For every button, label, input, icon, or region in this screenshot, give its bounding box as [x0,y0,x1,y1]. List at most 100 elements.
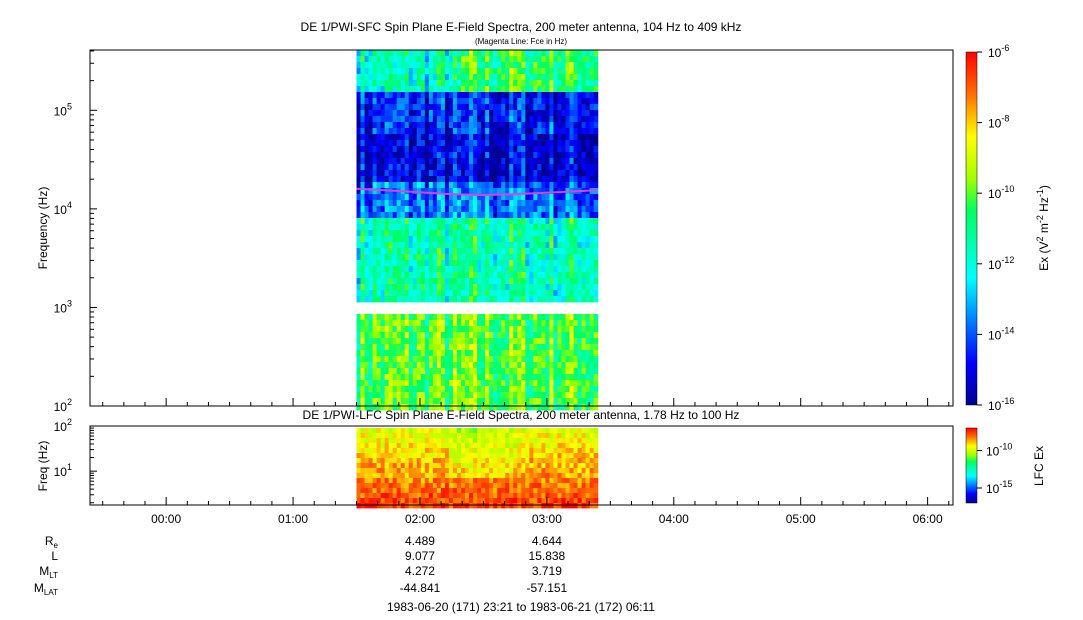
sfc-cell [529,272,534,279]
lfc-cell [565,458,571,464]
sfc-cell [529,344,534,351]
sfc-cell [585,116,591,123]
sfc-cell [364,284,370,291]
sfc-cell [452,74,458,81]
sfc-cell [428,290,434,297]
sfc-cell [424,272,430,279]
lfc-cell [473,498,478,504]
sfc-cell [505,230,510,237]
sfc-cell [444,50,450,57]
sfc-cell [505,152,510,159]
ephem-row-label: MLAT [34,581,58,597]
lfc-cell [440,488,446,494]
lfc-cell [537,433,542,439]
lfc-cell [489,503,494,509]
sfc-cell [569,122,575,129]
sfc-cell [465,392,470,399]
sfc-cell [428,110,434,117]
sfc-cell [557,62,563,69]
sfc-cell [553,158,559,165]
sfc-cell [424,224,430,231]
sfc-cell [440,194,446,201]
sfc-cell [396,320,402,327]
sfc-cell [525,62,530,69]
sfc-cell [533,170,538,177]
sfc-cell [465,170,470,177]
sfc-cell [444,230,450,237]
sfc-cell [505,110,510,117]
sfc-cell [372,74,378,81]
sfc-cell [408,152,414,159]
sfc-cell [521,368,526,375]
lfc-cell [505,448,510,454]
sfc-cell [412,212,418,219]
lfc-cell [517,478,522,484]
sfc-cell [372,314,378,321]
lfc-cell [360,458,366,464]
sfc-cell [372,176,378,183]
sfc-cell [525,152,530,159]
sfc-cell [452,206,458,213]
sfc-cell [577,386,583,393]
sfc-cell [505,86,510,93]
time-range: 1983-06-20 (171) 23:21 to 1983-06-21 (17… [387,600,655,614]
lfc-cell [573,443,579,449]
lfc-cell [404,468,410,474]
sfc-cell [428,392,434,399]
sfc-cell [493,230,498,237]
lfc-cell [448,478,454,484]
sfc-cell [529,314,534,321]
sfc-cell [461,152,466,159]
sfc-cell [400,254,406,261]
sfc-cell [372,212,378,219]
lfc-cell [469,443,474,449]
sfc-cell [392,362,398,369]
sfc-cell [368,248,374,255]
sfc-cell [569,212,575,219]
sfc-cell [388,56,394,63]
sfc-cell [448,356,454,363]
sfc-cell [585,362,591,369]
sfc-cell [525,392,530,399]
sfc-cell [493,170,498,177]
lfc-cell [565,503,571,509]
sfc-cell [424,116,430,123]
lfc-cell [477,483,482,489]
sfc-cell [557,338,563,345]
sfc-cell [436,116,442,123]
lfc-cell [513,503,518,509]
sfc-cell [404,314,410,321]
sfc-cell [517,356,522,363]
sfc-cell [581,254,587,261]
lfc-cell [388,438,394,444]
sfc-cell [473,218,478,225]
sfc-cell [404,386,410,393]
sfc-cell [509,116,514,123]
sfc-cell [521,404,526,411]
sfc-cell [412,128,418,135]
sfc-cell [525,254,530,261]
sfc-cell [461,278,466,285]
sfc-cell [469,332,474,339]
sfc-cell [432,362,438,369]
sfc-cell [376,344,382,351]
sfc-cell [388,368,394,375]
sfc-cell [364,236,370,243]
sfc-cell [384,134,390,141]
sfc-cell [569,74,575,81]
sfc-cell [505,398,510,405]
sfc-cell [553,284,559,291]
sfc-cell [448,314,454,321]
sfc-cell [589,314,595,321]
sfc-cell [537,218,542,225]
lfc-cell [412,468,418,474]
sfc-cell [485,122,490,129]
sfc-cell [573,350,579,357]
sfc-cell [485,338,490,345]
sfc-cell [412,380,418,387]
sfc-cell [412,314,418,321]
lfc-cell [513,448,518,454]
sfc-cell [481,338,486,345]
lfc-cell [557,433,563,439]
sfc-cell [585,158,591,165]
